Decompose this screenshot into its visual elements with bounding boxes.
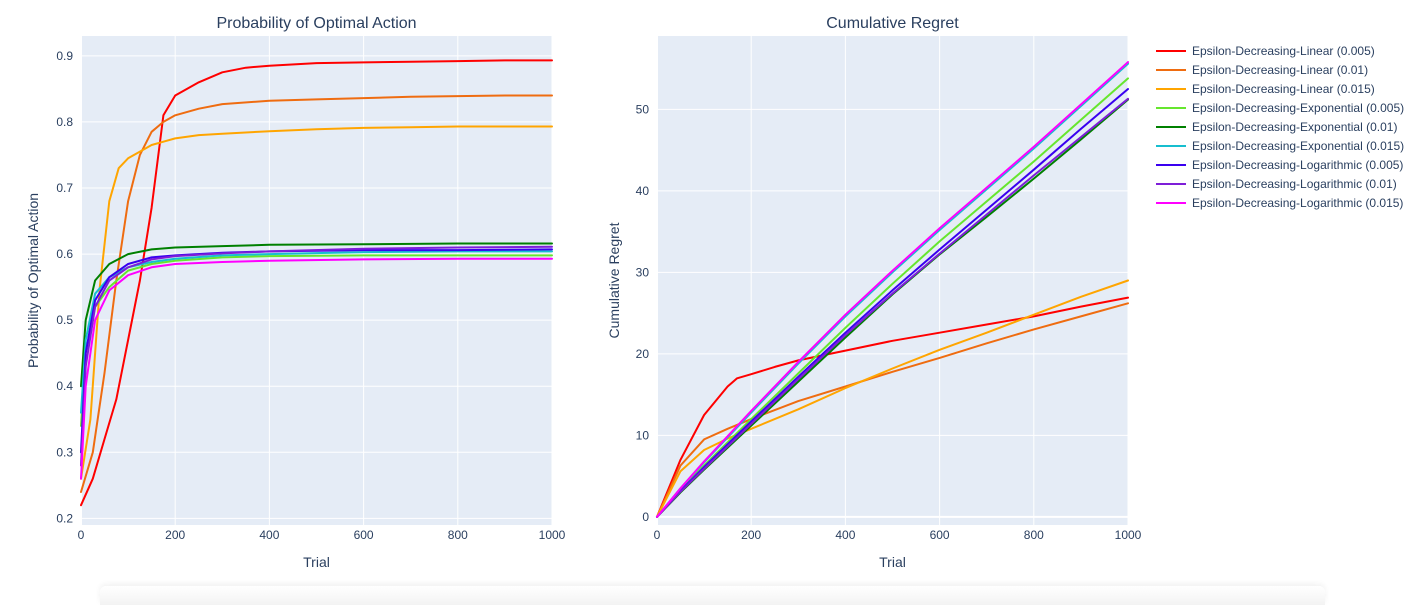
legend-label: Epsilon-Decreasing-Exponential (0.015) [1192, 138, 1405, 153]
y-tick-label: 10 [636, 428, 650, 442]
x-tick-label: 400 [259, 528, 279, 542]
y-axis-label: Cumulative Regret [606, 222, 622, 338]
x-tick-label: 800 [448, 528, 468, 542]
chart-1: 0 200 400 600 800 1000 0.2 0.3 0.4 0.5 0.6 0.7 0.8 0.… [25, 15, 566, 570]
series-line-6 [80, 250, 553, 414]
legend-swatch [1156, 125, 1186, 128]
series-line-9 [656, 61, 1129, 518]
y-tick-label: 0.9 [56, 49, 73, 63]
series-line-8 [80, 245, 553, 467]
series-line-4 [656, 77, 1129, 518]
series-line-8 [656, 97, 1129, 518]
series-line-2 [80, 94, 553, 493]
plot-background [81, 36, 552, 525]
series-line-7 [656, 88, 1129, 518]
series-line-9 [80, 257, 553, 480]
x-tick-label: 800 [1024, 528, 1044, 542]
legend-item[interactable]: Epsilon-Decreasing-Exponential (0.015) [1150, 136, 1404, 155]
x-tick-label: 200 [741, 528, 761, 542]
y-tick-label: 50 [636, 102, 650, 116]
legend-item[interactable]: Epsilon-Decreasing-Exponential (0.01) [1150, 117, 1404, 136]
legend-swatch [1156, 68, 1186, 71]
y-tick-label: 0 [642, 510, 649, 524]
legend-swatch [1156, 144, 1186, 147]
legend: Epsilon-Decreasing-Linear (0.005) Epsilon… [1150, 41, 1404, 212]
series-line-1 [656, 296, 1129, 518]
legend-item[interactable]: Epsilon-Decreasing-Linear (0.01) [1150, 60, 1404, 79]
x-axis-label: Trial [303, 554, 330, 570]
legend-item[interactable]: Epsilon-Decreasing-Logarithmic (0.01) [1150, 174, 1404, 193]
legend-swatch [1156, 106, 1186, 109]
legend-swatch [1156, 163, 1186, 166]
legend-swatch [1156, 201, 1186, 204]
x-tick-label: 200 [165, 528, 185, 542]
x-tick-label: 1000 [1115, 528, 1142, 542]
series-line-7 [80, 248, 553, 454]
series-line-2 [656, 302, 1129, 518]
series-line-3 [80, 125, 553, 480]
legend-swatch [1156, 87, 1186, 90]
y-tick-label: 30 [636, 265, 650, 279]
y-tick-label: 0.5 [56, 313, 73, 327]
legend-label: Epsilon-Decreasing-Logarithmic (0.01) [1192, 176, 1397, 191]
chart-title: Probability of Optimal Action [216, 15, 416, 32]
x-tick-label: 400 [835, 528, 855, 542]
x-tick-label: 0 [78, 528, 85, 542]
series-line-3 [656, 279, 1129, 518]
legend-swatch [1156, 49, 1186, 52]
bottom-shadow [100, 586, 1325, 605]
y-tick-label: 20 [636, 347, 650, 361]
legend-label: Epsilon-Decreasing-Linear (0.015) [1192, 81, 1375, 96]
y-tick-label: 0.4 [56, 379, 73, 393]
series-line-1 [80, 59, 553, 507]
legend-label: Epsilon-Decreasing-Exponential (0.01) [1192, 119, 1398, 134]
chart-2: 0 200 400 600 800 1000 0 10 20 30 40 50 Cumulative R… [606, 15, 1142, 570]
legend-label: Epsilon-Decreasing-Logarithmic (0.005) [1192, 157, 1404, 172]
x-tick-label: 0 [654, 528, 661, 542]
legend-item[interactable]: Epsilon-Decreasing-Linear (0.005) [1150, 41, 1404, 60]
y-axis-label: Probability of Optimal Action [25, 193, 41, 368]
series-line-5 [80, 242, 553, 388]
legend-label: Epsilon-Decreasing-Linear (0.01) [1192, 62, 1369, 77]
y-tick-label: 0.8 [56, 115, 73, 129]
y-tick-label: 0.6 [56, 247, 73, 261]
plot-background [657, 36, 1128, 525]
legend-swatch [1156, 182, 1186, 185]
legend-label: Epsilon-Decreasing-Logarithmic (0.015) [1192, 195, 1404, 210]
y-tick-label: 40 [636, 184, 650, 198]
legend-item[interactable]: Epsilon-Decreasing-Logarithmic (0.005) [1150, 155, 1404, 174]
legend-label: Epsilon-Decreasing-Linear (0.005) [1192, 43, 1375, 58]
y-tick-label: 0.7 [56, 181, 73, 195]
chart-title: Cumulative Regret [826, 15, 959, 32]
legend-item[interactable]: Epsilon-Decreasing-Logarithmic (0.015) [1150, 193, 1404, 212]
legend-label: Epsilon-Decreasing-Exponential (0.005) [1192, 100, 1405, 115]
x-tick-label: 600 [354, 528, 374, 542]
y-tick-label: 0.3 [56, 445, 73, 459]
x-tick-label: 1000 [539, 528, 566, 542]
x-axis-label: Trial [879, 554, 906, 570]
y-tick-label: 0.2 [56, 511, 73, 525]
legend-item[interactable]: Epsilon-Decreasing-Linear (0.015) [1150, 79, 1404, 98]
legend-item[interactable]: Epsilon-Decreasing-Exponential (0.005) [1150, 98, 1404, 117]
x-tick-label: 600 [930, 528, 950, 542]
